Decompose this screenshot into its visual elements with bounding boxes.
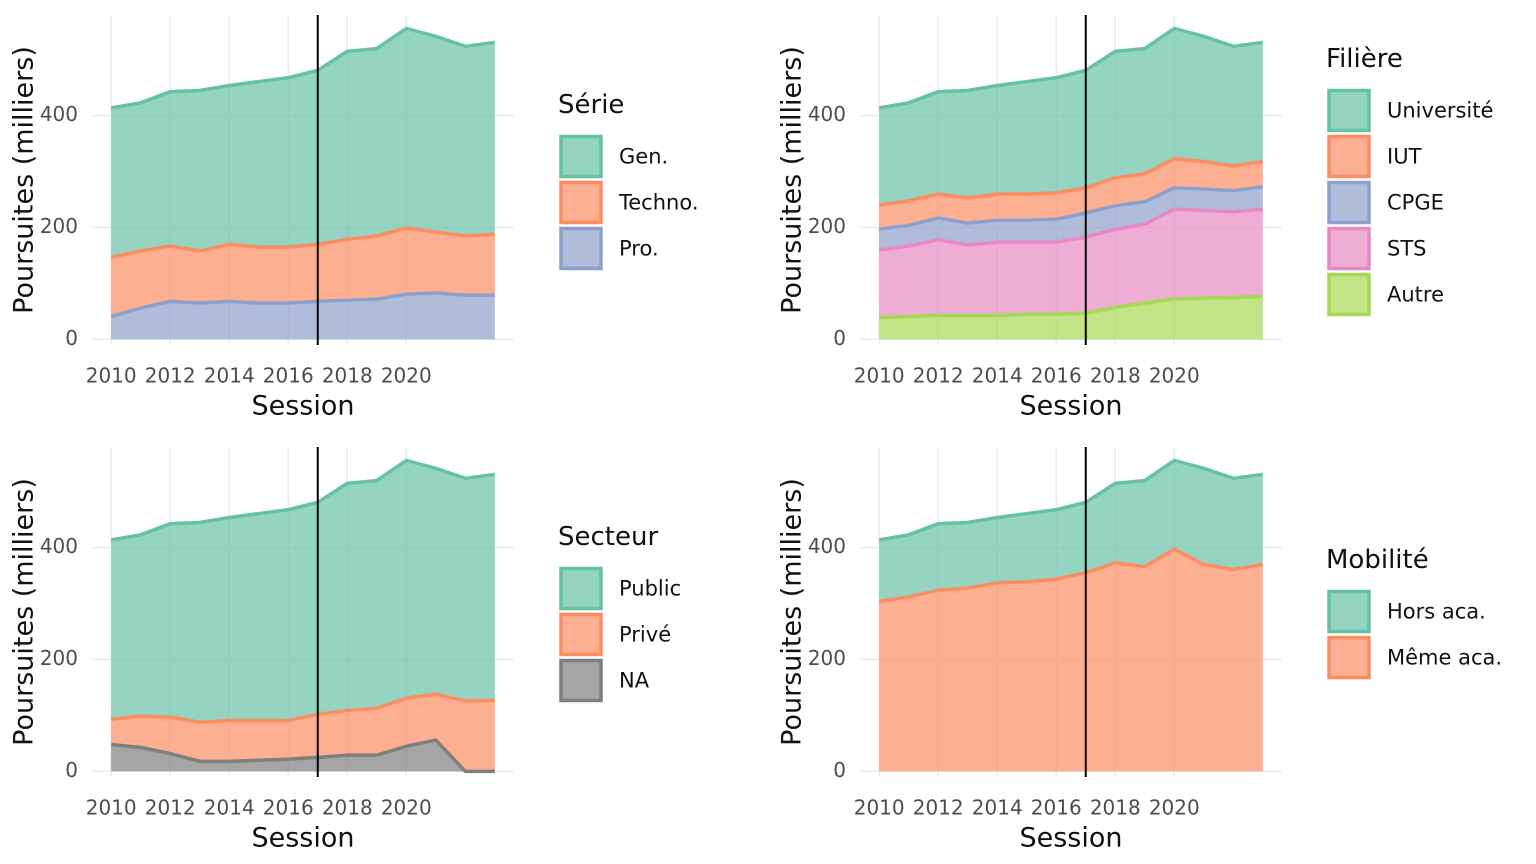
x-tick-label: 2014 [972,364,1023,388]
y-tick-label: 400 [808,534,846,558]
legend-label: Même aca. [1387,646,1502,670]
y-tick-label: 200 [808,214,846,238]
legend-label: Pro. [619,237,659,261]
legend-title: Série [558,90,624,120]
x-tick-label: 2020 [381,796,432,820]
area [111,292,495,340]
area-line [110,226,495,259]
x-tick-label: 2014 [204,364,255,388]
area-line [110,291,495,319]
legend-title: Filière [1326,44,1403,74]
x-tick-label: 2012 [145,364,196,388]
legend-title: Secteur [558,522,658,552]
x-tick-label: 2016 [263,796,314,820]
area [111,460,495,723]
area [111,740,495,772]
y-tick-label: 0 [833,758,846,782]
area-line [878,156,1264,207]
y-tick-label: 400 [40,534,78,558]
legend-label: CPGE [1387,191,1444,215]
legend-label: Gen. [619,145,668,169]
y-tick-label: 200 [40,646,78,670]
area-line [878,26,1264,110]
area-line [878,547,1264,604]
legend-key [1327,226,1371,271]
legend-key [1327,589,1371,634]
legend-key [559,566,603,611]
y-tick-label: 0 [833,326,846,350]
area-line [110,458,496,542]
x-tick-label: 2010 [86,364,137,388]
x-axis-title: Session [1019,823,1122,854]
x-tick-label: 2012 [913,364,964,388]
legend-label: STS [1387,237,1427,261]
legend-key [559,612,603,657]
y-tick-label: 0 [65,758,78,782]
legend-key [559,134,603,179]
legend-key [1327,88,1371,133]
area-line [878,184,1264,231]
x-tick-label: 2012 [145,796,196,820]
x-tick-label: 2014 [972,796,1023,820]
y-tick-label: 400 [40,102,78,126]
x-tick-label: 2010 [854,364,905,388]
x-tick-label: 2018 [322,796,373,820]
legend-label: Autre [1387,283,1444,307]
y-tick-label: 400 [808,102,846,126]
y-tick-label: 200 [808,646,846,670]
legend-label: Université [1387,99,1493,123]
area-line [110,692,495,724]
x-tick-label: 2018 [322,364,373,388]
legend-label: IUT [1387,145,1422,169]
area-line [879,294,1263,320]
y-tick-label: 0 [65,326,78,350]
y-axis-title: Poursuites (milliers) [777,46,808,314]
legend-key [559,226,603,271]
x-tick-label: 2012 [913,796,964,820]
legend-label: Hors aca. [1387,600,1486,624]
area-line [110,26,496,110]
x-tick-label: 2016 [1031,364,1082,388]
x-tick-label: 2010 [854,796,905,820]
area [879,158,1263,230]
legend-label: Techno. [618,191,699,215]
x-axis-title: Session [251,823,354,854]
legend-key [559,658,603,703]
legend-label: Privé [619,623,671,647]
y-tick-label: 200 [40,214,78,238]
x-tick-label: 2014 [204,796,255,820]
area-line [878,458,1264,542]
legend-label: Public [619,577,681,601]
legend-label: NA [619,669,650,693]
x-tick-label: 2016 [1031,796,1082,820]
area-line [111,738,495,774]
area [879,460,1263,602]
x-tick-label: 2018 [1090,364,1141,388]
area-line [878,207,1263,252]
area [111,28,495,258]
x-axis-title: Session [1019,391,1122,422]
area [879,296,1263,340]
x-axis-title: Session [251,391,354,422]
x-tick-label: 2016 [263,364,314,388]
legend-title: Mobilité [1326,545,1429,575]
x-tick-label: 2020 [1149,364,1200,388]
x-tick-label: 2010 [86,796,137,820]
legend-key [1327,272,1371,317]
legend-key [1327,635,1371,680]
y-axis-title: Poursuites (milliers) [9,46,40,314]
area [879,209,1263,318]
y-axis-title: Poursuites (milliers) [777,478,808,746]
area [111,694,495,772]
legend-key [559,180,603,225]
x-tick-label: 2020 [1149,796,1200,820]
legend-key [1327,180,1371,225]
y-axis-title: Poursuites (milliers) [9,478,40,746]
x-tick-label: 2018 [1090,796,1141,820]
x-tick-label: 2020 [381,364,432,388]
area [879,549,1263,772]
area [879,186,1263,250]
legend-key [1327,134,1371,179]
